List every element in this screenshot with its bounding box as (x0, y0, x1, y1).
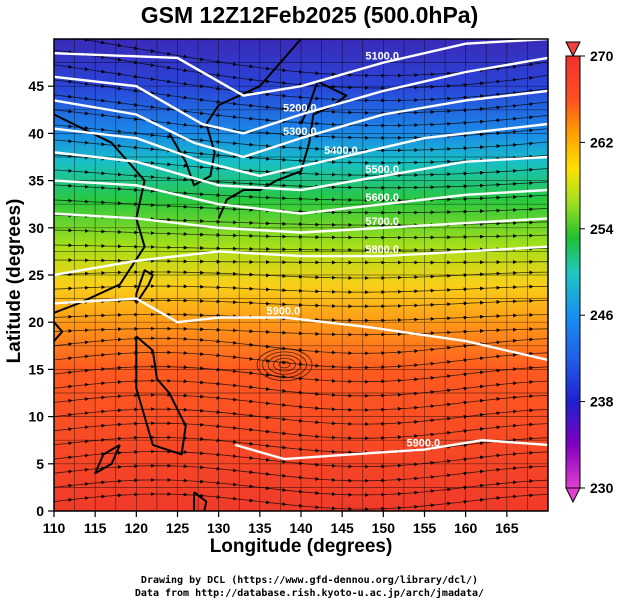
y-axis-ticks: 0 5 10 15 20 25 30 35 40 45 (28, 78, 54, 519)
contour-label: 5800.0 (365, 244, 399, 256)
contour-line (54, 297, 548, 362)
y-tick-label: 25 (28, 267, 44, 283)
contour-label: 5100.0 (365, 51, 399, 63)
colorbar-tick-label: 254 (590, 221, 614, 237)
coastline-segment (135, 269, 154, 304)
contour-line (54, 56, 548, 135)
contour-label: 5400.0 (324, 145, 358, 157)
streamline (54, 198, 548, 215)
coastline-segment (168, 39, 302, 187)
contour-label: 5200.0 (283, 103, 317, 115)
contour-label: 5300.0 (283, 126, 317, 138)
x-axis-label: Longitude (degrees) (209, 536, 393, 557)
colorbar-tick-label: 230 (590, 480, 614, 496)
streamline (54, 284, 548, 295)
contour-line (54, 245, 548, 277)
y-tick-label: 10 (28, 409, 44, 425)
colorbar-tick-label: 262 (590, 134, 614, 150)
y-tick-label: 15 (28, 361, 44, 377)
x-tick-label: 145 (330, 520, 354, 536)
contour-line (54, 39, 548, 97)
contour-label: 5900.0 (267, 305, 301, 317)
y-tick-label: 20 (28, 314, 44, 330)
anticyclone-streamline (256, 348, 313, 382)
y-tick-label: 35 (28, 173, 44, 189)
streamline (54, 269, 548, 281)
coastline-segment (94, 444, 121, 475)
y-tick-label: 30 (28, 220, 44, 236)
colorbar-min-arrow (565, 487, 581, 504)
x-tick-label: 110 (43, 520, 66, 536)
streamline (54, 183, 548, 203)
contour-line (54, 212, 548, 234)
coastline-segment (54, 321, 64, 343)
colorbar-ticks: 230 238 246 254 262 270 (580, 48, 614, 496)
x-tick-label: 130 (207, 520, 231, 536)
streamline (54, 228, 548, 240)
streamline (54, 243, 548, 253)
credit-drawing: Drawing by DCL (https://www.gfd-dennou.o… (140, 575, 479, 586)
x-tick-label: 120 (125, 520, 149, 536)
contour-line (234, 438, 548, 461)
coastline-segment (135, 335, 187, 456)
height-contours: 5100.0 5200.0 5300.0 5400.0 5500.0 5600.0 5700… (54, 39, 548, 461)
y-tick-label: 5 (36, 456, 44, 472)
colorbar-tick-label: 270 (590, 48, 614, 64)
x-tick-label: 135 (248, 520, 272, 536)
colorbar-tick-label: 246 (590, 307, 614, 323)
anticyclone-streamline (278, 361, 291, 369)
x-tick-label: 160 (454, 520, 478, 536)
colorbar: 230 238 246 254 262 270 (565, 41, 614, 504)
contour-label: 5700.0 (365, 216, 399, 228)
x-tick-label: 165 (495, 520, 519, 536)
y-axis-label: Latitude (degrees) (4, 198, 25, 364)
map-title: GSM 12Z12Feb2025 (500.0hPa) (140, 2, 479, 28)
contour-label: 5500.0 (365, 164, 399, 176)
contour-label: 5600.0 (365, 192, 399, 204)
y-tick-label: 40 (28, 125, 44, 141)
colorbar-scale (565, 55, 581, 489)
contour-label: 5900.0 (407, 438, 441, 450)
colorbar-tick-label: 238 (590, 394, 614, 410)
streamline (54, 326, 548, 337)
contour-line (54, 179, 548, 215)
anticyclone-streamline (267, 354, 302, 375)
x-tick-label: 140 (289, 520, 313, 536)
y-tick-label: 0 (36, 503, 44, 519)
x-tick-label: 115 (84, 520, 107, 536)
anticyclone-streamline (273, 357, 296, 372)
x-tick-label: 125 (166, 520, 190, 536)
coastline-segment (193, 491, 208, 511)
contour-line (54, 122, 548, 178)
credit-data: Data from http://database.rish.kyoto-u.a… (134, 588, 485, 599)
contour-line (54, 89, 548, 159)
contour-line (54, 151, 548, 192)
x-axis-ticks: 110 115 120 125 130 135 140 145 150 155 160 165 (43, 511, 519, 536)
anticyclone-streamline (262, 351, 307, 378)
x-tick-label: 155 (413, 520, 437, 536)
colorbar-max-arrow (565, 41, 581, 58)
x-tick-label: 150 (372, 520, 396, 536)
y-tick-label: 45 (28, 78, 44, 94)
